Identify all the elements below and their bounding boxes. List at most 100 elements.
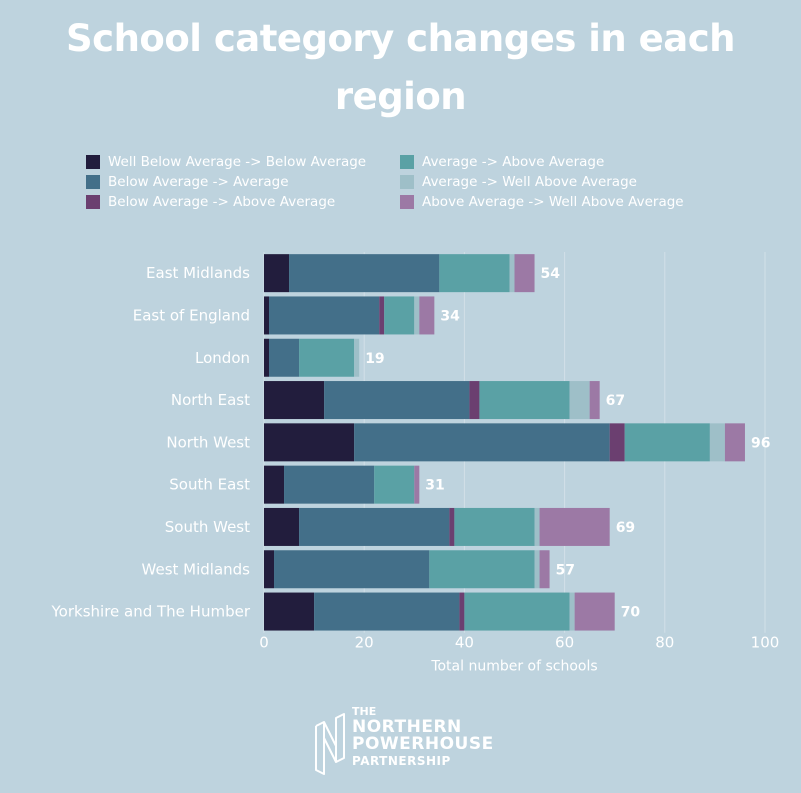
bar-segment — [264, 381, 325, 420]
bar-segment — [574, 592, 615, 631]
category-label: East Midlands — [146, 264, 250, 282]
x-tick-label: 60 — [555, 634, 574, 652]
bar-segment — [299, 507, 450, 546]
northern-powerhouse-logo: THE NORTHERN POWERHOUSE PARTNERSHIP — [312, 704, 502, 779]
legend-label: Average -> Above Average — [422, 154, 605, 170]
total-label: 54 — [541, 266, 561, 282]
bar-segment — [459, 592, 465, 631]
legend-label: Below Average -> Average — [108, 174, 289, 190]
bar-segment — [709, 423, 725, 462]
bar-segment — [439, 254, 510, 293]
bar-chart: East Midlands 54 East of England 34 London 19… — [51, 252, 780, 675]
bar-segment — [264, 338, 270, 377]
legend-label: Well Below Average -> Below Average — [108, 154, 367, 170]
bar-segment — [479, 381, 570, 420]
bar-segment — [354, 338, 360, 377]
bar-segment — [289, 254, 440, 293]
legend-swatch — [400, 155, 414, 169]
category-label: North East — [171, 391, 250, 409]
bar-segment — [374, 465, 415, 504]
total-label: 69 — [616, 520, 635, 536]
bar-segment — [269, 338, 300, 377]
bar-segment — [454, 507, 535, 546]
x-axis-title: Total number of schools — [430, 659, 597, 675]
bar-segment — [264, 550, 275, 589]
total-label: 31 — [425, 478, 444, 494]
category-label: Yorkshire and The Humber — [51, 603, 251, 621]
bar-segment — [534, 507, 540, 546]
logo-text: THE NORTHERN POWERHOUSE PARTNERSHIP — [352, 706, 494, 767]
bar-segment — [379, 296, 385, 335]
bar-segment — [569, 592, 575, 631]
category-label: East of England — [133, 306, 250, 324]
bar-segment — [469, 381, 480, 420]
bar-segment — [269, 296, 380, 335]
bar-segment — [264, 423, 355, 462]
category-label: South West — [165, 518, 250, 536]
logo-line-powerhouse: POWERHOUSE — [352, 734, 494, 754]
total-label: 67 — [606, 393, 625, 409]
bar-segment — [284, 465, 375, 504]
bar-segment — [429, 550, 535, 589]
bar-segment — [414, 296, 420, 335]
bar-segment — [264, 296, 270, 335]
legend-swatch — [400, 195, 414, 209]
bar-segment — [514, 254, 535, 293]
bar-segment — [314, 592, 460, 631]
legend-item: Below Average -> Above Average — [86, 194, 335, 210]
bar-segment — [609, 423, 625, 462]
category-label: North West — [166, 433, 250, 451]
x-tick-label: 80 — [655, 634, 674, 652]
bar-segment — [624, 423, 710, 462]
bar-segment — [354, 423, 610, 462]
logo-line-northern: NORTHERN — [352, 717, 462, 737]
legend-swatch — [86, 155, 100, 169]
bar-segment — [724, 423, 745, 462]
bar-segment — [324, 381, 470, 420]
logo-line-the: THE — [352, 705, 377, 718]
bar-segment — [539, 550, 550, 589]
x-tick-label: 20 — [355, 634, 374, 652]
bar-segment — [509, 254, 515, 293]
legend-item: Well Below Average -> Below Average — [86, 154, 366, 170]
legend-item: Below Average -> Average — [86, 174, 289, 190]
bar-segment — [264, 465, 285, 504]
bar-segment — [274, 550, 430, 589]
x-tick-label: 40 — [455, 634, 474, 652]
bar-segment — [534, 550, 540, 589]
x-tick-label: 100 — [751, 634, 780, 652]
bar-segment — [299, 338, 355, 377]
category-label: South East — [169, 476, 250, 494]
bar-segment — [419, 296, 435, 335]
bar-segment — [539, 507, 610, 546]
total-label: 57 — [556, 562, 575, 578]
bar-segment — [449, 507, 455, 546]
category-label: London — [195, 349, 250, 367]
legend-item: Above Average -> Well Above Average — [400, 194, 684, 210]
bar-segment — [264, 254, 290, 293]
x-tick-label: 0 — [259, 634, 269, 652]
legend-item: Average -> Well Above Average — [400, 174, 637, 190]
legend-label: Average -> Well Above Average — [422, 174, 637, 190]
total-label: 19 — [365, 351, 384, 367]
category-label: West Midlands — [142, 560, 251, 578]
legend-label: Above Average -> Well Above Average — [422, 194, 684, 210]
total-label: 34 — [440, 308, 460, 324]
legend-swatch — [400, 175, 414, 189]
bar-segment — [569, 381, 590, 420]
total-label: 70 — [621, 605, 641, 621]
logo-n-icon — [315, 713, 345, 775]
bar-segment — [589, 381, 600, 420]
chart-legend: Well Below Average -> Below Average Below… — [86, 154, 746, 216]
legend-label: Below Average -> Above Average — [108, 194, 336, 210]
chart-title: School category changes in each region — [66, 17, 735, 118]
legend-swatch — [86, 195, 100, 209]
logo-line-partnership: PARTNERSHIP — [352, 754, 451, 768]
bar-segment — [384, 296, 415, 335]
bar-segment — [264, 507, 300, 546]
bar-segment — [464, 592, 570, 631]
legend-swatch — [86, 175, 100, 189]
bar-segment — [414, 465, 420, 504]
total-label: 96 — [751, 435, 770, 451]
bar-segment — [264, 592, 315, 631]
